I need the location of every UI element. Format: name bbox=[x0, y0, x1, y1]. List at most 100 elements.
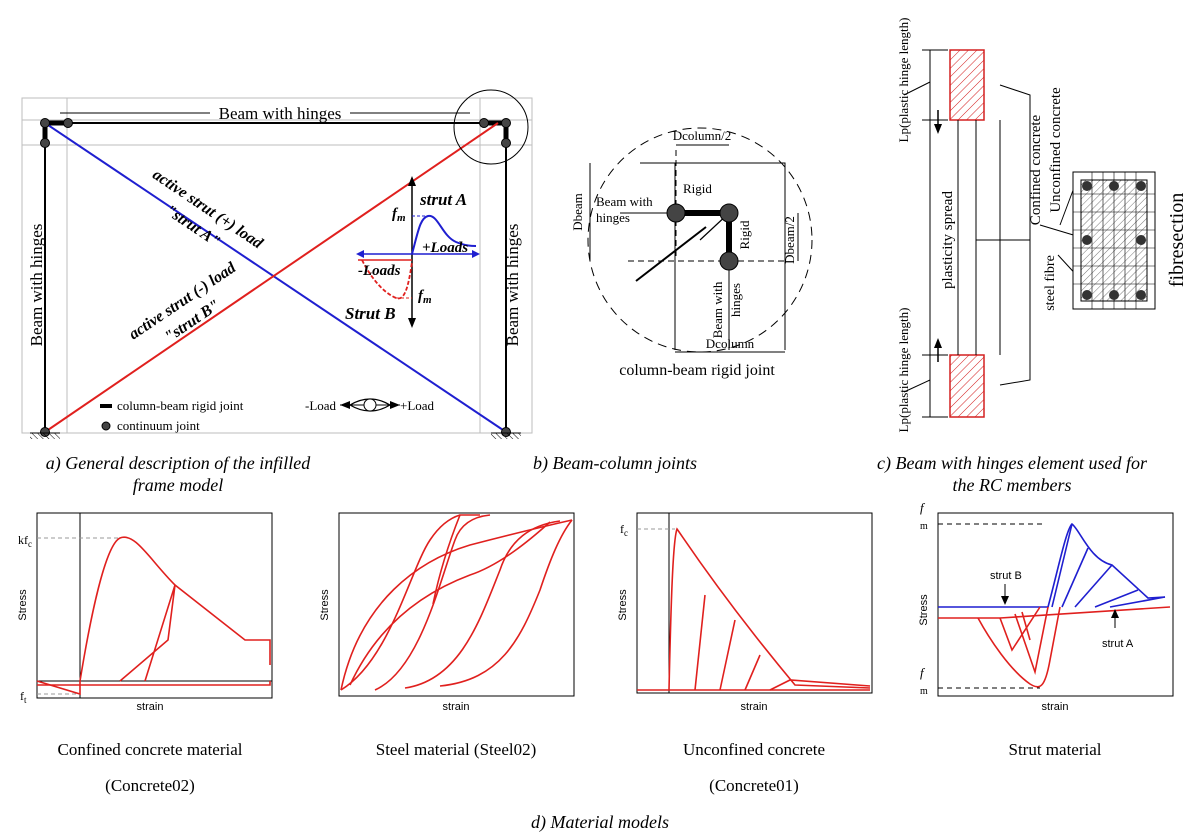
unload-reload bbox=[694, 594, 706, 691]
unload-reload bbox=[719, 619, 736, 691]
legend-load-arrow-left bbox=[340, 401, 350, 409]
hysteresis-loop bbox=[374, 514, 491, 691]
hysteresis-loop bbox=[404, 520, 561, 689]
beam-hinges-v-label-2: hinges bbox=[728, 283, 743, 317]
y-axis-label: Stress bbox=[918, 594, 930, 626]
rebar bbox=[1109, 290, 1119, 300]
fc-main: f bbox=[620, 522, 624, 536]
envelope-curve bbox=[977, 606, 1061, 688]
unconfined-curves bbox=[637, 527, 871, 691]
ft-main: f bbox=[20, 689, 24, 703]
inset-plus-loads: +Loads bbox=[422, 240, 468, 256]
caption-a-2: frame model bbox=[133, 475, 223, 495]
joint-label: column-beam rigid joint bbox=[619, 362, 775, 379]
joint-node bbox=[40, 138, 50, 148]
plot-frame bbox=[937, 512, 1174, 697]
beam-hinges-label-2: hinges bbox=[596, 210, 630, 225]
unload-reload bbox=[1014, 606, 1049, 676]
inset-arrow-down bbox=[408, 318, 416, 328]
lp-top-leader bbox=[903, 81, 931, 96]
model-title-1: Confined concrete material bbox=[57, 740, 242, 759]
envelope-curve bbox=[668, 527, 871, 691]
hysteresis-loop bbox=[340, 514, 461, 691]
fm-bottom-f: f bbox=[920, 665, 926, 680]
unload-reload bbox=[1094, 589, 1139, 608]
model-strut: strut B strut A f m f m Stress strain St… bbox=[918, 500, 1174, 759]
beam-hinges-v-label-1: Beam with bbox=[710, 281, 725, 338]
kfc-main: kf bbox=[18, 533, 28, 547]
caption-d: d) Material models bbox=[531, 812, 669, 833]
legend-load-eye bbox=[348, 398, 392, 412]
strut-b-line bbox=[44, 122, 499, 433]
unload-reload bbox=[119, 584, 176, 682]
inset-fm-bottom-f: f bbox=[418, 288, 425, 304]
strut-a-label: strut A bbox=[1102, 638, 1134, 650]
fc-label: fc bbox=[620, 522, 628, 538]
legend-load-centre bbox=[363, 398, 377, 412]
strut-inset: strut A fm +Loads -Loads fm Strut B bbox=[345, 176, 480, 328]
x-axis-label: strain bbox=[741, 701, 768, 713]
y-axis-label: Stress bbox=[617, 589, 629, 621]
beam-right-label: Beam with hinges bbox=[503, 224, 522, 347]
legend-a: column-beam rigid joint continuum joint … bbox=[100, 398, 435, 433]
unload-reload bbox=[1021, 611, 1031, 641]
ft-sub: t bbox=[24, 695, 27, 705]
unload-reload bbox=[1109, 596, 1166, 608]
strut-b-curves bbox=[938, 606, 1171, 688]
unload-reload bbox=[744, 654, 761, 691]
caption-c-1: c) Beam with hinges element used for bbox=[877, 453, 1148, 474]
rebar bbox=[1082, 235, 1092, 245]
hysteresis-loop bbox=[432, 514, 480, 605]
rebar bbox=[1109, 181, 1119, 191]
inset-fm-bottom-sub: m bbox=[423, 294, 432, 306]
hysteresis-loop bbox=[349, 521, 551, 686]
y-axis-label: Stress bbox=[319, 589, 331, 621]
support-left bbox=[30, 433, 60, 439]
lp-bottom-leader bbox=[903, 379, 931, 393]
inset-minus-loads: -Loads bbox=[358, 263, 401, 279]
dcolumn-half-label: Dcolumn/2 bbox=[673, 128, 732, 143]
plot-frame bbox=[338, 512, 575, 697]
strut-b-label: strut B bbox=[990, 570, 1022, 582]
lp-top-label: Lp(plastic hinge length) bbox=[896, 18, 911, 143]
unload-reload bbox=[999, 606, 1041, 652]
strut-a-curves bbox=[938, 522, 1166, 608]
model-title-1: Strut material bbox=[1008, 740, 1101, 759]
model-confined-concrete: kfc ft Stress strain Confined concrete m… bbox=[17, 512, 273, 795]
inset-fm-top-f: f bbox=[392, 206, 399, 222]
joint-node bbox=[501, 138, 511, 148]
inset-strut-b-label: Strut B bbox=[345, 304, 396, 323]
joint-node bbox=[63, 118, 73, 128]
x-axis-label: strain bbox=[137, 701, 164, 713]
arrow-bottom-head bbox=[934, 338, 942, 348]
panel-d-material-models: kfc ft Stress strain Confined concrete m… bbox=[17, 500, 1174, 833]
caption-b: b) Beam-column joints bbox=[533, 453, 697, 474]
rebar bbox=[1136, 181, 1146, 191]
x-axis-label: strain bbox=[443, 701, 470, 713]
beam-left-label: Beam with hinges bbox=[27, 224, 46, 347]
inset-strut-a-label: strut A bbox=[419, 190, 467, 209]
fm-bottom-m: m bbox=[920, 686, 928, 697]
ft-label: ft bbox=[20, 689, 27, 705]
inset-fm-bottom: fm bbox=[418, 288, 432, 306]
baseline bbox=[938, 606, 1171, 619]
dbeam-label: Dbeam bbox=[570, 193, 585, 231]
steel-curves bbox=[340, 514, 573, 691]
caption-a-1: a) General description of the infilled bbox=[46, 453, 311, 474]
strut-a-arrow-head bbox=[1111, 609, 1119, 618]
section-grid bbox=[1073, 172, 1155, 309]
model-title-1: Unconfined concrete bbox=[683, 740, 825, 759]
panel-c-beam-hinges: Lp(plastic hinge length) Lp(plastic hing… bbox=[877, 18, 1188, 495]
caption-c-2: the RC members bbox=[953, 475, 1072, 495]
unload-reload bbox=[1074, 564, 1113, 608]
rebar bbox=[1082, 181, 1092, 191]
hysteresis-loop bbox=[439, 519, 573, 687]
confined-label: Confined concrete bbox=[1028, 114, 1044, 225]
x-axis-label: strain bbox=[1042, 701, 1069, 713]
leader-fan-top bbox=[976, 84, 1031, 241]
fm-top-f: f bbox=[920, 500, 926, 515]
legend-rigid-label: column-beam rigid joint bbox=[117, 398, 244, 413]
legend-minus-load: -Load bbox=[305, 398, 337, 413]
joint-node-column bbox=[719, 251, 739, 271]
